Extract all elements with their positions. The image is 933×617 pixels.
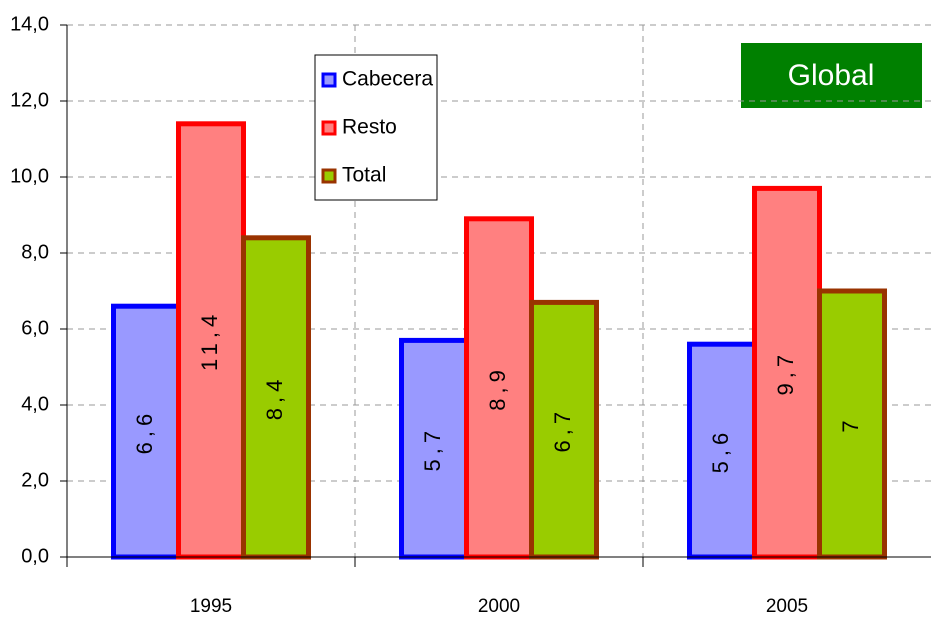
legend-label: Cabecera bbox=[342, 68, 433, 91]
y-tick-label: 6,0 bbox=[21, 317, 49, 339]
annotation-box bbox=[741, 43, 922, 108]
data-label: 8,4 bbox=[262, 375, 287, 421]
bar bbox=[817, 288, 887, 560]
legend-swatch bbox=[321, 168, 337, 184]
y-tick-label: 8,0 bbox=[21, 241, 49, 263]
x-tick-label: 2000 bbox=[478, 596, 520, 617]
legend-swatch bbox=[321, 120, 337, 136]
y-tick-label: 0,0 bbox=[21, 545, 49, 567]
x-tick-label: 2005 bbox=[766, 596, 808, 617]
y-tick-label: 4,0 bbox=[21, 393, 49, 415]
annotation: Global bbox=[788, 59, 875, 92]
data-label: 5,7 bbox=[420, 426, 445, 472]
data-label: 5,6 bbox=[708, 428, 733, 474]
legend-label: Total bbox=[342, 164, 386, 187]
x-tick-label: 1995 bbox=[190, 596, 232, 617]
legend-label: Resto bbox=[342, 116, 397, 139]
data-label: 6,6 bbox=[132, 409, 157, 455]
bar bbox=[752, 185, 822, 560]
y-tick-label: 14,0 bbox=[10, 13, 49, 35]
data-label: 9,7 bbox=[773, 350, 798, 396]
y-tick-label: 10,0 bbox=[10, 165, 49, 187]
data-label: 6,7 bbox=[550, 407, 575, 453]
data-label: 8,9 bbox=[485, 365, 510, 411]
bar bbox=[176, 121, 246, 560]
y-tick-label: 2,0 bbox=[21, 469, 49, 491]
data-label: 11,4 bbox=[197, 310, 222, 371]
bar bbox=[241, 235, 311, 560]
y-tick-label: 12,0 bbox=[10, 89, 49, 111]
legend-swatch bbox=[321, 72, 337, 88]
legend: Cabecera Resto Total bbox=[314, 54, 438, 201]
data-label: 7 bbox=[838, 415, 863, 432]
